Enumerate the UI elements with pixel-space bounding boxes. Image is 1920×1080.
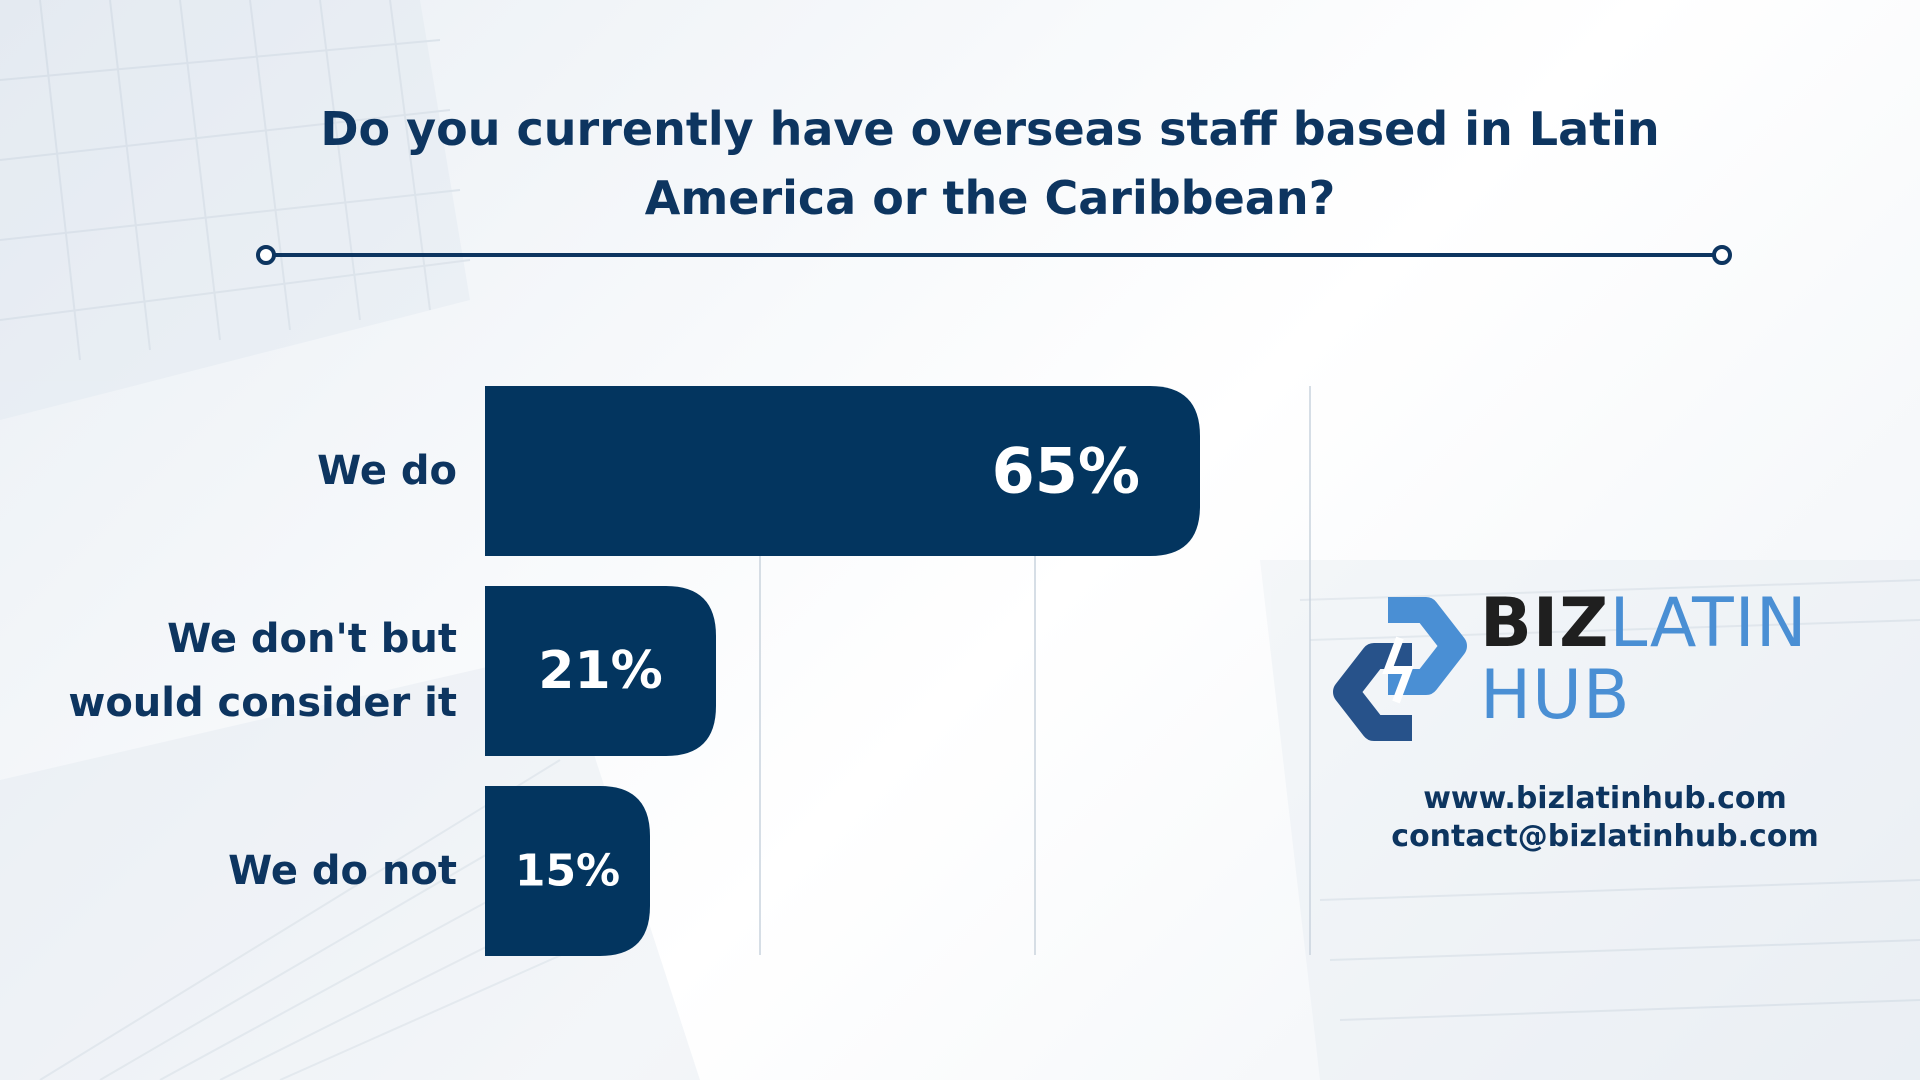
chart-title: Do you currently have overseas staff bas… [320, 102, 1660, 225]
category-label-2: We don't but would consider it [68, 616, 457, 726]
bar-3 [485, 786, 650, 956]
bar-1 [485, 386, 1200, 556]
brand-hub-text: HUB [1480, 656, 1631, 735]
brand-logo: BIZLATIN HUB [1330, 590, 1850, 750]
bizlatinhub-logo-icon [1333, 597, 1467, 741]
title-divider [256, 245, 1732, 265]
brand-latin-text: LATIN [1609, 584, 1808, 663]
value-label-1: 65% [992, 435, 1140, 508]
value-label-2: 21% [538, 641, 662, 701]
website-link[interactable]: www.bizlatinhub.com [1423, 781, 1787, 816]
bar-2 [485, 586, 716, 756]
brand-biz-text: BIZ [1480, 584, 1610, 663]
category-label-3: We do not [228, 848, 457, 894]
email-link[interactable]: contact@bizlatinhub.com [1391, 819, 1819, 854]
category-label-1: We do [317, 448, 457, 494]
contact-info: www.bizlatinhub.com contact@bizlatinhub.… [1350, 780, 1860, 856]
value-label-3: 15% [515, 846, 620, 897]
